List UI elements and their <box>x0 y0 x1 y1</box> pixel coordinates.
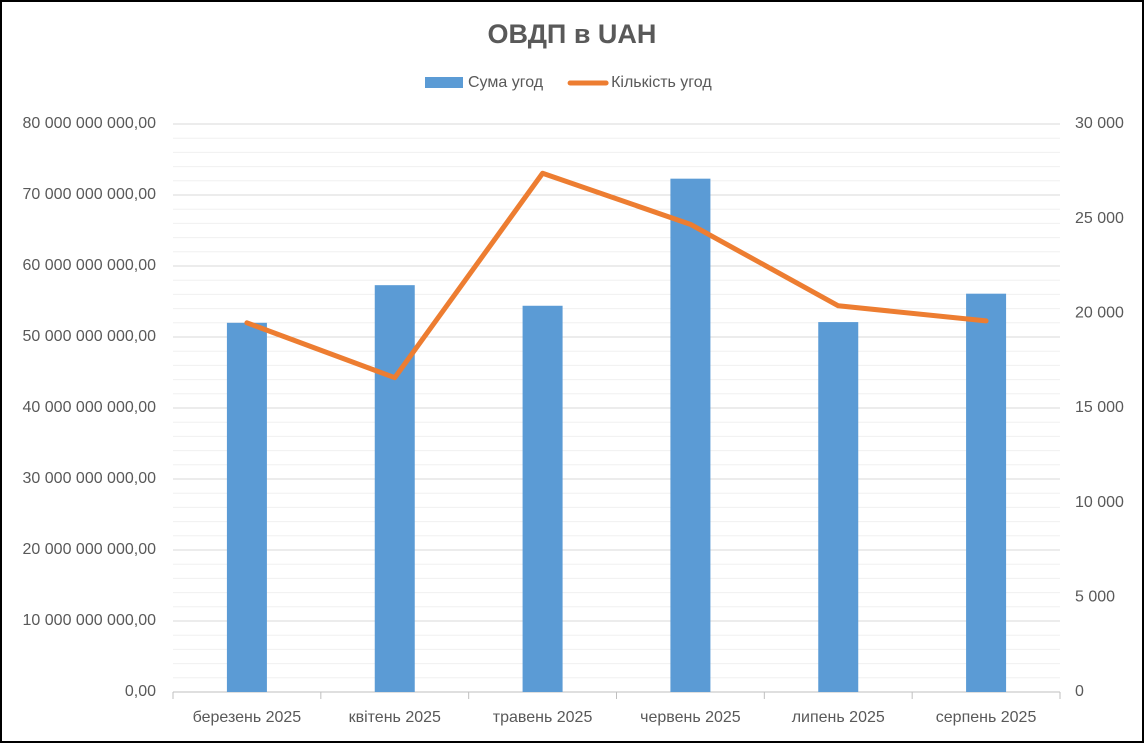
x-tick-label: березень 2025 <box>193 709 302 726</box>
y-tick-label: 20 000 000 000,00 <box>23 541 157 558</box>
bar <box>818 322 859 692</box>
x-tick-label: квітень 2025 <box>349 709 441 726</box>
x-tick-label: серпень 2025 <box>936 709 1037 726</box>
bar <box>522 305 563 692</box>
y-tick-label: 40 000 000 000,00 <box>23 399 157 416</box>
x-tick-label: червень 2025 <box>640 709 741 726</box>
bar <box>226 322 267 692</box>
y-tick-label: 10 000 000 000,00 <box>23 612 157 629</box>
y2-tick-label: 25 000 <box>1075 210 1124 227</box>
legend-label: Сума угод <box>468 74 544 91</box>
x-tick-label: липень 2025 <box>792 709 885 726</box>
y2-tick-label: 5 000 <box>1075 589 1115 606</box>
y-tick-label: 0,00 <box>125 683 156 700</box>
legend-label: Кількість угод <box>611 74 712 91</box>
bar <box>670 178 711 693</box>
y-tick-label: 80 000 000 000,00 <box>23 115 157 132</box>
chart-title: ОВДП в UAH <box>488 19 657 49</box>
y2-tick-label: 30 000 <box>1075 115 1124 132</box>
y2-tick-label: 10 000 <box>1075 494 1124 511</box>
y-tick-label: 30 000 000 000,00 <box>23 470 157 487</box>
y-tick-label: 50 000 000 000,00 <box>23 328 157 345</box>
line <box>244 170 989 381</box>
x-tick-label: травень 2025 <box>493 709 593 726</box>
legend-swatch <box>425 77 463 88</box>
y2-tick-label: 20 000 <box>1075 305 1124 322</box>
y2-tick-label: 0 <box>1075 683 1084 700</box>
y-tick-label: 60 000 000 000,00 <box>23 257 157 274</box>
y-tick-label: 70 000 000 000,00 <box>23 186 157 203</box>
y2-tick-label: 15 000 <box>1075 399 1124 416</box>
bar <box>374 285 415 692</box>
bar <box>966 293 1007 692</box>
